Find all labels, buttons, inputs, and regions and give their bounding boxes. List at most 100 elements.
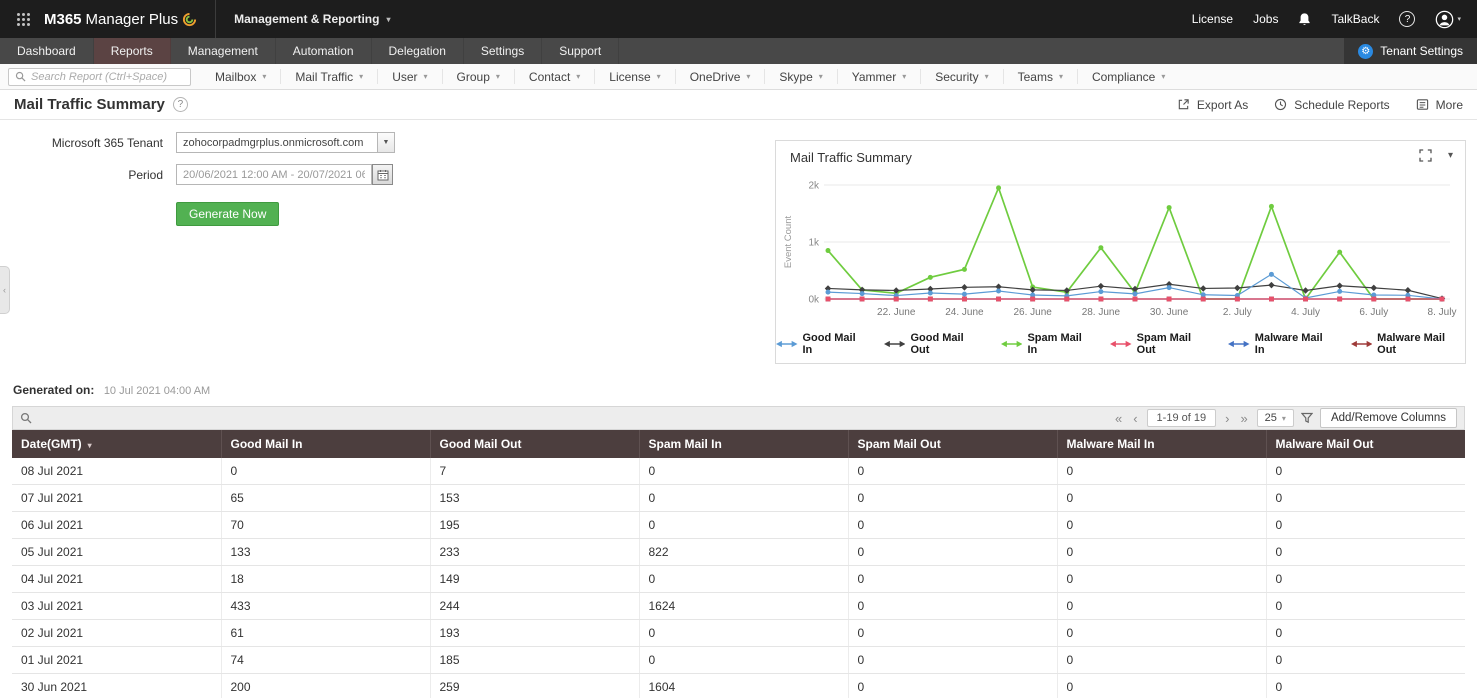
report-menu-mail-traffic[interactable]: Mail Traffic ▾ [281, 69, 379, 84]
period-input[interactable] [176, 164, 372, 185]
tenant-settings-button[interactable]: ⚙ Tenant Settings [1344, 38, 1477, 64]
report-search-input[interactable] [31, 70, 184, 83]
chevron-down-icon: ▾ [1058, 72, 1063, 81]
legend-item-good-mail-out[interactable]: Good Mail Out [883, 332, 984, 356]
filter-icon[interactable] [1300, 412, 1313, 424]
mail-traffic-chart-svg: 0k 1k 2k 22. June 24. June 26. June 28. June 30… [783, 181, 1456, 319]
report-form: Microsoft 365 Tenant zohocorpadmgrplus.o… [0, 132, 395, 237]
chevron-down-icon: ▾ [576, 72, 581, 81]
tab-delegation[interactable]: Delegation [372, 38, 464, 64]
tab-management[interactable]: Management [171, 38, 276, 64]
chart-title: Mail Traffic Summary [790, 150, 912, 165]
clock-icon [1275, 98, 1287, 111]
svg-text:0k: 0k [808, 295, 820, 306]
chevron-down-icon: ▾ [1457, 16, 1461, 23]
legend-item-spam-mail-out[interactable]: Spam Mail Out [1110, 332, 1211, 356]
column-header-date-gmt-[interactable]: Date(GMT) ▾ [12, 430, 222, 458]
page-title: Mail Traffic Summary [14, 96, 165, 113]
table-row: 05 Jul 2021 133 233 822 0 0 0 [12, 538, 1465, 566]
report-menu-mailbox[interactable]: Mailbox ▾ [201, 69, 282, 84]
svg-text:28. June: 28. June [1082, 307, 1121, 318]
user-avatar-icon [1436, 10, 1454, 28]
left-panel-toggle[interactable]: ‹ [0, 266, 10, 314]
legend-item-malware-mail-out[interactable]: Malware Mail Out [1350, 332, 1465, 356]
legend-label: Spam Mail In [1027, 332, 1082, 356]
main-nav: Dashboard Reports Management Automation Dele… [0, 38, 1477, 64]
column-header-malware-mail-in[interactable]: Malware Mail In [1057, 430, 1267, 458]
topbar: M365 Manager Plus Management & Reporting… [0, 0, 1477, 38]
svg-text:22. June: 22. June [877, 307, 916, 318]
page-size-select[interactable]: 25 ▾ [1256, 409, 1294, 427]
more-label: More [1435, 97, 1463, 112]
calendar-icon[interactable] [372, 164, 393, 185]
expand-chart-icon[interactable] [1419, 149, 1432, 162]
column-header-spam-mail-out[interactable]: Spam Mail Out [848, 430, 1058, 458]
report-menu-yammer[interactable]: Yammer ▾ [838, 69, 922, 84]
logo-text-bold: M365 [44, 10, 82, 28]
report-menu-license[interactable]: License ▾ [595, 69, 676, 84]
chevron-down-icon: ▾ [746, 72, 751, 81]
add-remove-columns-button[interactable]: Add/Remove Columns [1319, 408, 1457, 428]
chevron-down-icon: ▾ [262, 72, 267, 81]
chevron-down-icon: ▾ [984, 72, 989, 81]
table-search-icon[interactable] [20, 412, 32, 424]
tab-automation[interactable]: Automation [276, 38, 372, 64]
column-header-good-mail-in[interactable]: Good Mail In [221, 430, 431, 458]
report-menu-security[interactable]: Security ▾ [921, 69, 1004, 84]
svg-text:Event Count: Event Count [783, 216, 794, 269]
jobs-link[interactable]: Jobs [1253, 12, 1279, 26]
report-menu-teams[interactable]: Teams ▾ [1004, 69, 1078, 84]
report-menu-onedrive[interactable]: OneDrive ▾ [676, 69, 766, 84]
chart-menu-icon[interactable]: ▾ [1447, 150, 1453, 161]
column-header-good-mail-out[interactable]: Good Mail Out [430, 430, 640, 458]
generate-now-button[interactable]: Generate Now [176, 202, 280, 226]
report-toolbar: Mailbox▾Mail Traffic▾User▾Group▾Contact▾… [0, 64, 1477, 90]
legend-item-good-mail-in[interactable]: Good Mail In [776, 332, 867, 356]
chevron-down-icon: ▾ [656, 72, 661, 81]
user-avatar[interactable]: ▾ [1435, 10, 1461, 29]
report-search[interactable] [8, 67, 191, 86]
tab-reports[interactable]: Reports [93, 38, 171, 64]
svg-text:30. June: 30. June [1150, 307, 1189, 318]
notifications-bell-icon[interactable] [1298, 12, 1311, 26]
legend-item-spam-mail-in[interactable]: Spam Mail In [1000, 332, 1093, 356]
more-button[interactable]: More [1416, 98, 1463, 112]
export-as-button[interactable]: Export As [1177, 98, 1248, 112]
tab-dashboard[interactable]: Dashboard [0, 38, 94, 64]
tenant-select[interactable]: zohocorpadmgrplus.onmicrosoft.com ▼ [176, 132, 395, 153]
table-row: 02 Jul 2021 61 193 0 0 0 0 [12, 619, 1465, 647]
generated-on-label: Generated on: [13, 383, 95, 397]
tab-support[interactable]: Support [542, 38, 620, 64]
talkback-link[interactable]: TalkBack [1331, 12, 1380, 26]
search-icon [15, 71, 26, 82]
report-menu-user[interactable]: User ▾ [378, 69, 443, 84]
license-link[interactable]: License [1191, 12, 1234, 26]
report-menu-skype[interactable]: Skype ▾ [765, 69, 838, 84]
column-header-spam-mail-in[interactable]: Spam Mail In [639, 430, 849, 458]
help-icon[interactable]: ? [1399, 11, 1416, 27]
table-toolbar: « ‹ 1-19 of 19 › » 25 ▾ Add/Remove Colum… [12, 406, 1465, 430]
tenant-label: Microsoft 365 Tenant [51, 135, 163, 150]
next-page-button[interactable]: › [1225, 410, 1230, 426]
report-menu-group[interactable]: Group ▾ [443, 69, 515, 84]
chevron-down-icon: ▾ [902, 72, 907, 81]
chevron-down-icon: ▾ [1161, 72, 1166, 81]
tab-settings[interactable]: Settings [464, 38, 543, 64]
column-header-malware-mail-out[interactable]: Malware Mail Out [1266, 430, 1465, 458]
table-row: 04 Jul 2021 18 149 0 0 0 0 [12, 565, 1465, 593]
more-icon [1416, 99, 1428, 110]
module-dropdown[interactable]: Management & Reporting ▾ [215, 0, 390, 38]
chevron-down-icon: ▾ [495, 72, 500, 81]
schedule-reports-button[interactable]: Schedule Reports [1274, 98, 1390, 112]
page-size-value: 25 [1264, 412, 1277, 424]
report-menu-contact[interactable]: Contact ▾ [515, 69, 596, 84]
prev-page-button[interactable]: ‹ [1133, 410, 1138, 426]
page-help-icon[interactable]: ? [172, 97, 188, 112]
last-page-button[interactable]: » [1240, 410, 1248, 426]
legend-item-malware-mail-in[interactable]: Malware Mail In [1228, 332, 1333, 356]
table-row: 01 Jul 2021 74 185 0 0 0 0 [12, 646, 1465, 674]
report-menu-compliance[interactable]: Compliance ▾ [1091, 69, 1166, 84]
app-grid-icon[interactable] [16, 12, 30, 26]
table-row: 06 Jul 2021 70 195 0 0 0 0 [12, 511, 1465, 539]
first-page-button[interactable]: « [1114, 410, 1123, 426]
